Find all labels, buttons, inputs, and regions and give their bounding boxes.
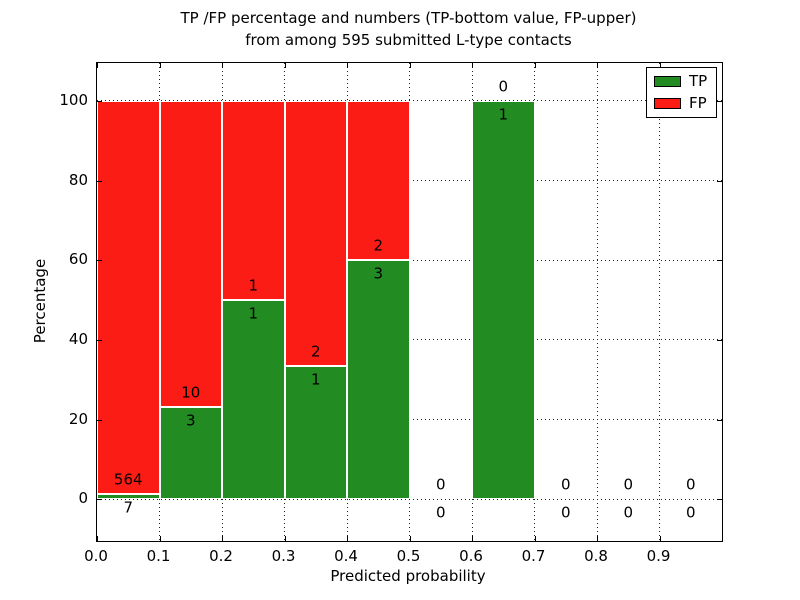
y-tick-label: 100 [59,90,88,109]
x-tick-label: 0.8 [584,547,608,565]
legend-label-fp: FP [689,94,707,112]
bar-segment-fp [284,100,347,367]
v-gridline [659,63,660,541]
annotation-tp-count: 7 [123,498,134,517]
tp-swatch-icon [654,76,681,87]
bar-segment-fp [97,100,160,495]
legend-entry-tp: TP [654,74,707,89]
y-tick-label: 0 [78,489,88,508]
x-tick-top [409,63,411,68]
x-tick-top [347,63,348,68]
annotation-fp-count: 0 [498,77,509,96]
annotation-tp-count: 1 [310,370,321,389]
annotation-fp-count: 564 [113,470,143,489]
bar-segment-fp [347,100,410,261]
y-tick [97,339,102,341]
y-tick [97,499,102,501]
y-tick [97,260,102,262]
v-gridline [409,63,410,541]
x-tick-top [97,63,98,68]
y-tick-label: 20 [68,409,88,428]
bar-segment-tp [472,100,535,500]
x-tick [284,536,286,541]
x-tick-label: 0.7 [521,547,546,565]
annotation-fp-count: 2 [310,342,321,361]
y-tick-right [717,100,722,102]
v-gridline [596,63,598,541]
legend: TP FP [646,67,718,118]
legend-entry-fp: FP [654,96,707,111]
y-tick-label: 40 [68,329,88,348]
x-tick-top [284,63,286,68]
chart-title-line2: from among 595 submitted L-type contacts [245,31,572,49]
bar-segment-tp [159,407,222,500]
chart-title-line1: TP /FP percentage and numbers (TP-bottom… [180,9,637,27]
fp-swatch-icon [654,98,681,109]
y-tick [97,180,102,182]
plot-area: 564 7 10 3 1 1 2 1 2 3 0 0 0 1 0 0 0 0 0 0 [96,62,723,542]
y-tick-label: 60 [68,250,88,269]
annotation-tp-count: 0 [435,503,446,522]
x-tick-top [597,63,598,68]
x-tick [472,536,473,541]
x-tick [347,536,348,541]
y-tick-right [717,419,722,421]
x-tick [409,536,411,541]
x-tick-label: 0.6 [459,547,483,565]
x-tick-label: 0.5 [396,547,421,565]
bar-segment-fp [222,100,285,300]
x-tick [222,536,223,541]
annotation-fp-count: 2 [373,236,384,255]
bar-segment-fp [159,100,222,408]
y-axis-label: Percentage [31,258,49,344]
x-tick-label: 0.9 [646,547,671,565]
annotation-fp-count: 0 [560,475,571,494]
y-tick [97,419,102,421]
x-tick [597,536,598,541]
annotation-fp-count: 0 [435,475,446,494]
x-tick-top [659,63,661,68]
bar-segment-tp [347,260,410,500]
x-tick [159,536,161,541]
y-tick-right [717,339,722,341]
x-tick [534,536,536,541]
x-tick-top [222,63,223,68]
x-tick-label: 0.2 [209,547,233,565]
y-tick [97,100,102,102]
annotation-tp-count: 0 [560,503,571,522]
x-tick-label: 0.3 [271,547,296,565]
x-tick-label: 0.0 [84,547,108,565]
bar-segment-tp [284,366,347,500]
y-tick-label: 80 [68,170,88,189]
annotation-tp-count: 0 [685,503,696,522]
y-tick-right [717,180,722,182]
x-tick [97,536,98,541]
annotation-fp-count: 0 [685,475,696,494]
x-tick-top [159,63,161,68]
annotation-tp-count: 1 [498,105,509,124]
y-tick-right [717,260,722,262]
bar-segment-tp [222,300,285,500]
x-tick-top [472,63,473,68]
annotation-tp-count: 0 [623,503,634,522]
x-tick-label: 0.1 [146,547,171,565]
annotation-tp-count: 3 [185,411,196,430]
annotation-fp-count: 1 [248,276,259,295]
x-tick-label: 0.4 [334,547,358,565]
annotation-fp-count: 10 [181,383,201,402]
x-tick [659,536,661,541]
legend-label-tp: TP [689,72,708,90]
annotation-fp-count: 0 [623,475,634,494]
y-tick-right [717,499,722,501]
x-tick-top [534,63,536,68]
x-axis-label: Predicted probability [330,567,486,585]
bar-segment-tp [97,494,160,500]
v-gridline [534,63,535,541]
annotation-tp-count: 3 [373,264,384,283]
annotation-tp-count: 1 [248,304,259,323]
